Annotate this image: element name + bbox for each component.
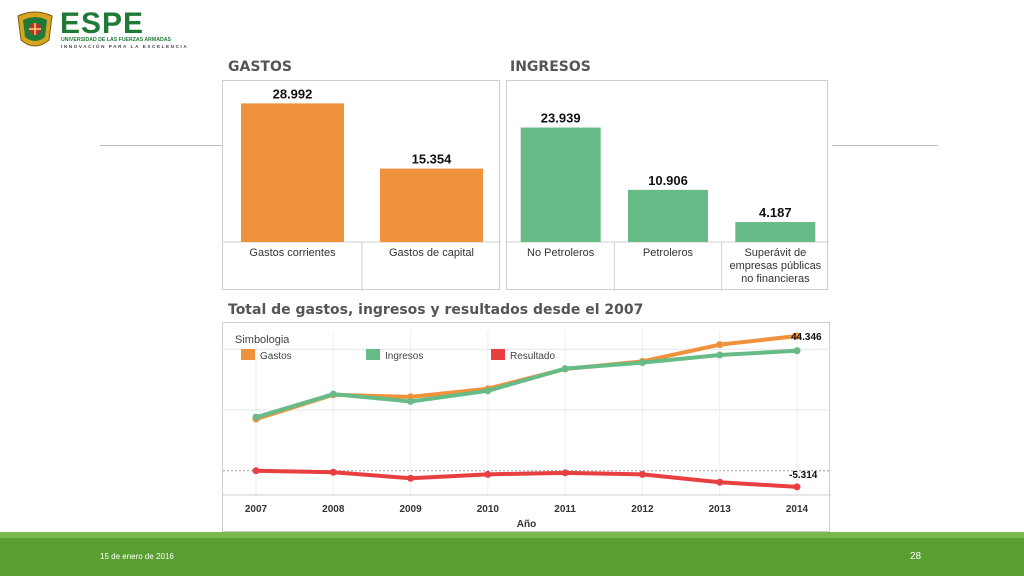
category-label: No Petroleros	[527, 247, 595, 259]
page-number: 28	[910, 551, 922, 562]
x-tick-label: 2008	[322, 504, 345, 515]
bar-value-label: 15.354	[412, 152, 453, 167]
divider-left	[100, 145, 222, 146]
espe-logo: ESPE UNIVERSIDAD DE LAS FUERZAS ARMADAS …	[14, 7, 196, 50]
legend-swatch	[366, 349, 380, 360]
x-tick-label: 2009	[399, 504, 422, 515]
data-point	[407, 397, 415, 405]
category-label: Gastos de capital	[389, 247, 474, 259]
legend-label: Gastos	[260, 351, 292, 362]
university-seal-icon	[17, 11, 53, 47]
ingresos-bar-chart: 23.939 No Petroleros 10.906 Petroleros 4.187…	[507, 111, 829, 291]
line-chart: 44.346 -5.314 2007 2008 2009 2010 2011 2012 2013…	[223, 331, 831, 530]
category-label: Superávit de	[744, 247, 806, 259]
legend-swatch	[491, 349, 505, 360]
end-value-label: 44.346	[791, 332, 822, 343]
category-label: Gastos corrientes	[249, 247, 336, 259]
footer-date: 15 de enero de 2016	[100, 552, 174, 561]
data-point	[484, 387, 492, 395]
data-point	[561, 365, 569, 373]
bar	[380, 168, 483, 242]
data-point	[561, 469, 569, 477]
end-value-label: -5.314	[789, 470, 818, 481]
data-point	[329, 468, 337, 476]
data-point	[716, 351, 724, 359]
data-point	[793, 483, 801, 491]
series-line	[255, 334, 798, 421]
category-label: Petroleros	[643, 247, 694, 259]
bar	[628, 189, 708, 242]
line-chart-title: Total de gastos, ingresos y resultados d…	[228, 302, 644, 318]
data-point	[484, 470, 492, 478]
data-point	[638, 470, 646, 478]
x-tick-label: 2014	[786, 504, 809, 515]
bar	[520, 127, 601, 242]
line-chart-panel: 44.346 -5.314 2007 2008 2009 2010 2011 2012 2013…	[222, 322, 831, 532]
data-point	[793, 347, 801, 355]
x-tick-label: 2011	[554, 504, 576, 515]
ingresos-title: INGRESOS	[510, 59, 591, 75]
x-axis-label: Año	[517, 519, 536, 530]
data-point	[716, 478, 724, 486]
x-tick-label: 2010	[477, 504, 500, 515]
gastos-bar-chart: 28.992 Gastos corrientes 15.354 Gastos de c…	[223, 86, 501, 291]
brand-tagline: INNOVACIÓN PARA LA EXCELENCIA	[61, 44, 189, 49]
bar-value-label: 23.939	[541, 111, 581, 126]
bar	[241, 103, 344, 242]
data-point	[329, 390, 337, 398]
legend-label: Resultado	[510, 351, 555, 362]
data-point	[407, 474, 415, 482]
x-tick-label: 2013	[709, 504, 732, 515]
bar-value-label: 4.187	[759, 205, 792, 220]
gastos-chart: 28.992 Gastos corrientes 15.354 Gastos de c…	[222, 80, 501, 291]
footer-accent	[0, 532, 1024, 538]
brand-name: ESPE	[60, 7, 145, 40]
bar	[735, 221, 816, 242]
legend-swatch	[241, 349, 255, 360]
footer-bar	[0, 532, 1024, 576]
data-point	[252, 413, 260, 421]
series-line	[255, 348, 798, 420]
data-point	[252, 467, 260, 475]
data-point	[793, 332, 801, 340]
category-label: empresas públicas	[729, 260, 821, 272]
bar-value-label: 28.992	[273, 86, 313, 101]
data-point	[638, 359, 646, 367]
category-label: no financieras	[741, 273, 810, 285]
series-line	[255, 468, 798, 489]
legend-label: Ingresos	[385, 351, 423, 362]
data-point	[716, 341, 724, 349]
bar-value-label: 10.906	[648, 173, 688, 188]
divider-right	[832, 145, 938, 146]
gastos-title: GASTOS	[228, 59, 292, 75]
ingresos-chart: 23.939 No Petroleros 10.906 Petroleros 4.187…	[506, 80, 829, 291]
brand-subtitle: UNIVERSIDAD DE LAS FUERZAS ARMADAS	[61, 37, 171, 43]
x-tick-label: 2012	[631, 504, 654, 515]
legend-title: Simbologia	[235, 334, 290, 346]
x-tick-label: 2007	[245, 504, 268, 515]
